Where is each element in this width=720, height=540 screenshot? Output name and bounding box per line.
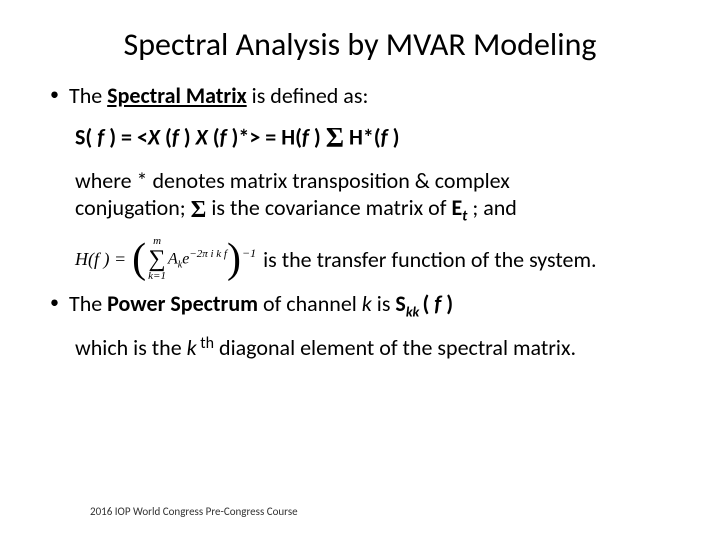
bullet-2: • The Power Spectrum of channel k is Skk… bbox=[50, 290, 670, 322]
bullet-marker: • bbox=[50, 82, 59, 107]
slide-title: Spectral Analysis by MVAR Modeling bbox=[50, 25, 670, 64]
hf-formula: H(f ) = ( m ∑ k=1 Ake−2π i k f ) −1 bbox=[75, 236, 255, 282]
transfer-function-row: H(f ) = ( m ∑ k=1 Ake−2π i k f ) −1 is t… bbox=[75, 236, 670, 282]
bullet-1: • The Spectral Matrix is defined as: bbox=[50, 82, 670, 111]
transfer-text: is the transfer function of the system. bbox=[263, 246, 597, 273]
bullet-1-text: The Spectral Matrix is defined as: bbox=[69, 82, 368, 111]
bullet-2-text: The Power Spectrum of channel k is Skk (… bbox=[69, 290, 453, 322]
spectral-matrix-equation: S( f ) = <X (f ) X (f )*> = H(f ) Σ H*(f… bbox=[75, 123, 670, 155]
where-clause: where * denotes matrix transposition & c… bbox=[75, 167, 670, 227]
bullet-marker: • bbox=[50, 290, 59, 315]
footer-text: 2016 IOP World Congress Pre-Congress Cou… bbox=[90, 505, 298, 518]
which-clause: which is the k th diagonal element of th… bbox=[75, 334, 670, 363]
